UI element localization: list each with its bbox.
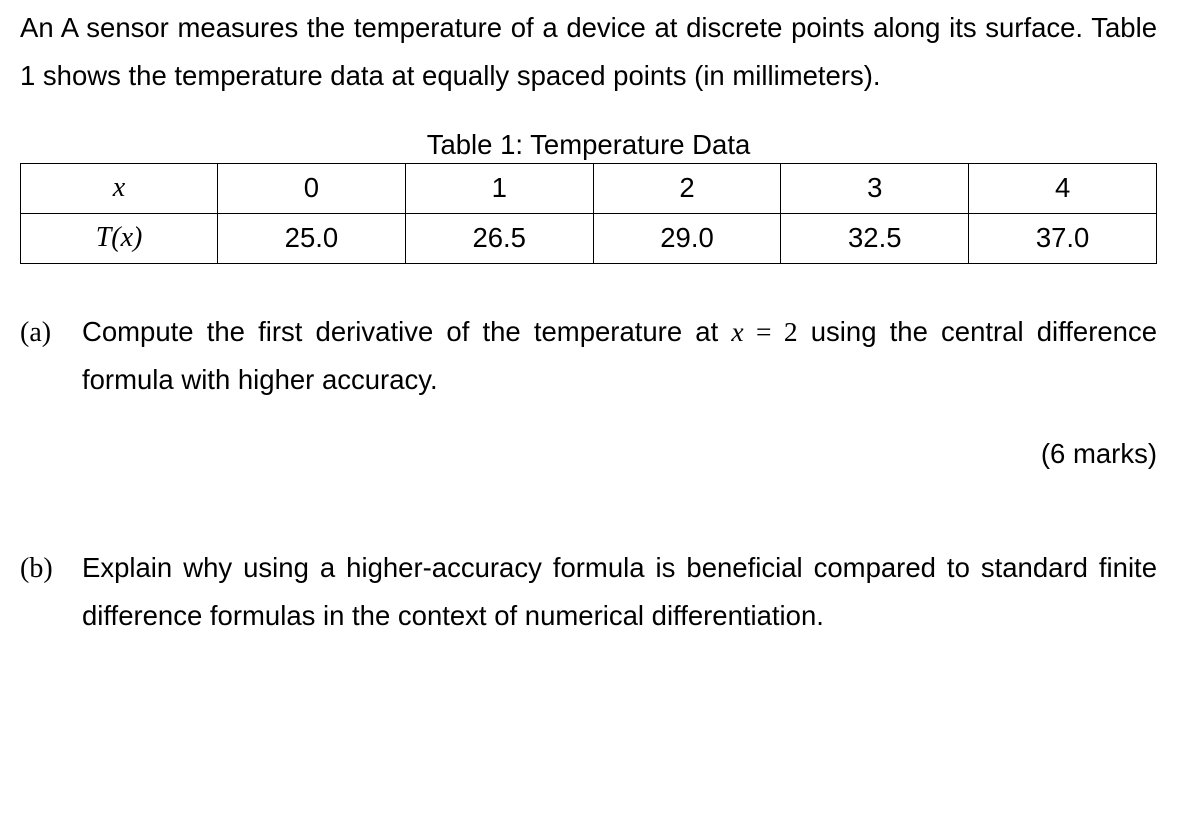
question-b-body: Explain why using a higher-accuracy form… <box>82 544 1157 640</box>
question-a-body: Compute the first derivative of the temp… <box>82 308 1157 524</box>
x-cell: 1 <box>405 164 593 214</box>
qa-math-var: x <box>731 316 743 347</box>
x-cell: 2 <box>593 164 781 214</box>
questions: (a) Compute the first derivative of the … <box>20 308 1157 641</box>
question-a: (a) Compute the first derivative of the … <box>20 308 1157 524</box>
T-cell: 29.0 <box>593 214 781 264</box>
question-a-label: (a) <box>20 308 82 524</box>
row-header-x: x <box>21 164 218 214</box>
qa-math-eq: = 2 <box>744 316 798 347</box>
x-cell: 0 <box>218 164 406 214</box>
question-b-label: (b) <box>20 544 82 640</box>
x-cell: 3 <box>781 164 969 214</box>
page: An A sensor measures the temperature of … <box>0 0 1177 817</box>
row-header-T: T(x) <box>21 214 218 264</box>
temperature-table: x 0 1 2 3 4 T(x) 25.0 26.5 29.0 32.5 37.… <box>20 163 1157 264</box>
T-cell: 32.5 <box>781 214 969 264</box>
question-b: (b) Explain why using a higher-accuracy … <box>20 544 1157 640</box>
T-label: T(x) <box>96 222 143 253</box>
table-row: T(x) 25.0 26.5 29.0 32.5 37.0 <box>21 214 1157 264</box>
T-cell: 37.0 <box>969 214 1157 264</box>
intro-paragraph: An A sensor measures the temperature of … <box>20 4 1157 100</box>
T-cell: 25.0 <box>218 214 406 264</box>
x-label: x <box>113 172 125 203</box>
table-caption: Table 1: Temperature Data <box>20 128 1157 161</box>
T-cell: 26.5 <box>405 214 593 264</box>
table-row: x 0 1 2 3 4 <box>21 164 1157 214</box>
qa-text-pre: Compute the first derivative of the temp… <box>82 316 731 347</box>
x-cell: 4 <box>969 164 1157 214</box>
question-a-marks: (6 marks) <box>82 430 1157 478</box>
